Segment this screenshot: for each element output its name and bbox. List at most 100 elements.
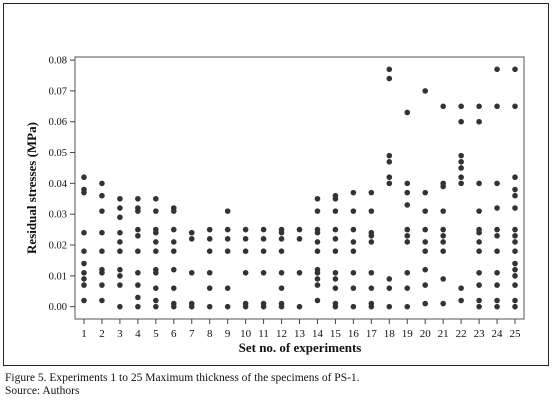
data-point bbox=[350, 226, 357, 233]
data-point bbox=[135, 303, 141, 310]
data-point bbox=[117, 205, 123, 211]
data-point bbox=[188, 269, 195, 276]
data-point bbox=[332, 269, 339, 276]
data-point bbox=[153, 248, 159, 254]
data-point bbox=[170, 266, 177, 273]
data-point bbox=[117, 273, 123, 279]
data-point bbox=[422, 226, 429, 233]
data-point bbox=[117, 248, 123, 254]
data-point bbox=[512, 103, 518, 110]
y-axis-label: Residual stresses (MPa) bbox=[24, 122, 39, 254]
data-point bbox=[332, 248, 339, 254]
figure-caption: Figure 5. Experiments 1 to 25 Maximum th… bbox=[5, 372, 360, 384]
x-tick-label: 22 bbox=[456, 328, 467, 340]
data-point bbox=[404, 109, 411, 116]
data-point bbox=[314, 282, 321, 288]
data-point bbox=[476, 180, 482, 187]
data-point bbox=[81, 269, 87, 276]
x-tick-label: 17 bbox=[366, 328, 378, 340]
data-point bbox=[332, 276, 339, 282]
data-point bbox=[81, 276, 87, 282]
data-point bbox=[512, 273, 518, 279]
y-tick-label: 0.04 bbox=[49, 179, 68, 190]
data-point bbox=[422, 300, 429, 307]
data-point bbox=[350, 189, 357, 196]
data-point bbox=[278, 248, 285, 254]
data-point bbox=[242, 248, 249, 254]
data-point bbox=[440, 103, 446, 110]
data-point bbox=[476, 239, 482, 245]
data-point bbox=[494, 232, 500, 239]
data-point bbox=[458, 118, 464, 125]
data-point bbox=[404, 180, 411, 187]
x-tick-label: 13 bbox=[294, 328, 306, 340]
x-tick-label: 10 bbox=[240, 328, 252, 340]
data-point bbox=[135, 195, 141, 202]
plot-area bbox=[74, 56, 525, 320]
data-point bbox=[188, 303, 195, 310]
data-point bbox=[314, 208, 321, 214]
data-point bbox=[278, 236, 285, 242]
data-point bbox=[224, 248, 231, 254]
data-point bbox=[99, 208, 105, 214]
y-tick-label: 0.01 bbox=[49, 271, 67, 282]
data-point bbox=[242, 303, 249, 310]
data-point bbox=[99, 229, 105, 236]
data-point bbox=[422, 88, 429, 94]
data-point bbox=[314, 248, 321, 254]
data-point bbox=[332, 226, 339, 233]
data-point bbox=[476, 303, 482, 310]
data-point bbox=[135, 232, 141, 239]
data-point bbox=[81, 282, 87, 288]
x-tick-label: 25 bbox=[510, 328, 522, 340]
data-point bbox=[494, 269, 500, 276]
data-point bbox=[153, 269, 159, 276]
data-points bbox=[81, 66, 518, 310]
data-point bbox=[224, 208, 231, 214]
data-point bbox=[494, 66, 500, 73]
data-point bbox=[153, 239, 159, 245]
data-point bbox=[476, 229, 482, 236]
data-point bbox=[440, 226, 446, 233]
data-point bbox=[512, 239, 518, 245]
x-tick-label: 6 bbox=[171, 328, 177, 340]
data-point bbox=[368, 239, 375, 245]
data-point bbox=[117, 195, 123, 202]
data-point bbox=[512, 260, 518, 267]
data-point bbox=[206, 236, 213, 242]
data-point bbox=[242, 226, 249, 233]
x-tick-label: 4 bbox=[135, 328, 141, 340]
data-point bbox=[458, 180, 464, 187]
data-point bbox=[458, 159, 464, 165]
data-point bbox=[494, 303, 500, 310]
x-tick-label: 24 bbox=[492, 328, 504, 340]
x-axis-ticks: 1 2 3 4 5 6 7 8 9 10 11 12 13 14 15 16 17 18 19 20 21 22 23 24 2… bbox=[81, 319, 521, 340]
data-point bbox=[332, 303, 339, 310]
data-point bbox=[440, 232, 446, 239]
y-tick-label: 0.07 bbox=[49, 86, 67, 97]
data-point bbox=[386, 152, 393, 159]
data-point bbox=[350, 303, 357, 310]
data-point bbox=[386, 66, 393, 73]
data-point bbox=[404, 232, 411, 239]
data-point bbox=[350, 239, 357, 245]
data-point bbox=[153, 285, 159, 291]
data-point bbox=[135, 269, 141, 276]
data-point bbox=[386, 180, 393, 187]
data-point bbox=[476, 282, 482, 288]
x-tick-label: 1 bbox=[81, 328, 87, 340]
data-point bbox=[117, 229, 123, 236]
x-tick-label: 16 bbox=[348, 328, 360, 340]
x-tick-label: 23 bbox=[474, 328, 486, 340]
data-point bbox=[135, 248, 141, 254]
data-point bbox=[170, 285, 177, 291]
data-point bbox=[206, 285, 213, 291]
data-point bbox=[494, 297, 500, 304]
data-point bbox=[440, 208, 446, 214]
data-point bbox=[512, 282, 518, 288]
data-point bbox=[170, 303, 177, 310]
data-point bbox=[512, 226, 518, 233]
data-point bbox=[99, 297, 105, 304]
data-point bbox=[386, 285, 393, 291]
x-tick-label: 19 bbox=[402, 328, 414, 340]
